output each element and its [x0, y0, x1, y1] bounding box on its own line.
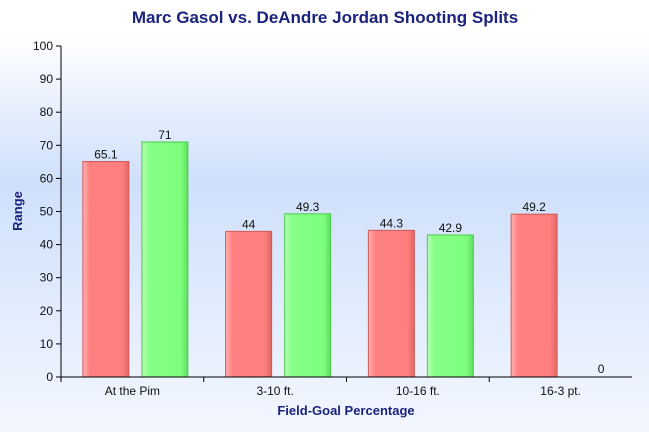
y-axis-label: Range [10, 191, 25, 231]
y-tick-label: 10 [40, 337, 54, 351]
y-tick-label: 100 [33, 39, 53, 53]
y-tick-label: 50 [40, 205, 54, 219]
category-label: 16-3 pt. [540, 384, 581, 398]
data-label-series-1-1: 44 [242, 217, 256, 231]
data-label-series-1-2: 44.3 [380, 216, 404, 230]
bar-series-1-1 [225, 230, 273, 378]
data-label-series-2-0: 71 [158, 128, 172, 142]
bar-series-2-0 [141, 141, 189, 378]
bar-series-1-3 [510, 213, 558, 378]
y-tick-label: 90 [40, 72, 54, 86]
x-axis-label: Field-Goal Percentage [277, 403, 414, 418]
bar-series-2-2 [426, 234, 474, 378]
y-tick-label: 0 [46, 370, 53, 384]
y-tick-label: 20 [40, 304, 54, 318]
bar-series-1-2 [367, 229, 415, 378]
y-axis-ticks: 0 10 20 30 40 50 60 70 80 90 100 [33, 39, 61, 384]
chart-title: Marc Gasol vs. DeAndre Jordan Shooting S… [132, 8, 518, 27]
data-label-series-2-1: 49.3 [296, 200, 320, 214]
bar-series-2-1 [284, 213, 332, 378]
y-tick-label: 40 [40, 238, 54, 252]
data-label-series-1-0: 65.1 [94, 148, 118, 162]
y-tick-label: 80 [40, 105, 54, 119]
bar-series-1-0 [82, 161, 130, 378]
y-tick-label: 30 [40, 271, 54, 285]
data-label-series-2-2: 42.9 [439, 221, 463, 235]
y-tick-label: 70 [40, 138, 54, 152]
data-label-series-2-3: 0 [598, 362, 605, 376]
data-label-series-1-3: 49.2 [522, 200, 546, 214]
category-label: 3-10 ft. [256, 384, 293, 398]
category-labels: At the Pim 3-10 ft. 10-16 ft. 16-3 pt. [60, 377, 581, 398]
bars: 65.1 71 44 49.3 44.3 42.9 49.2 0 [82, 128, 605, 378]
category-label: At the Pim [105, 384, 160, 398]
category-label: 10-16 ft. [396, 384, 440, 398]
y-tick-label: 60 [40, 171, 54, 185]
